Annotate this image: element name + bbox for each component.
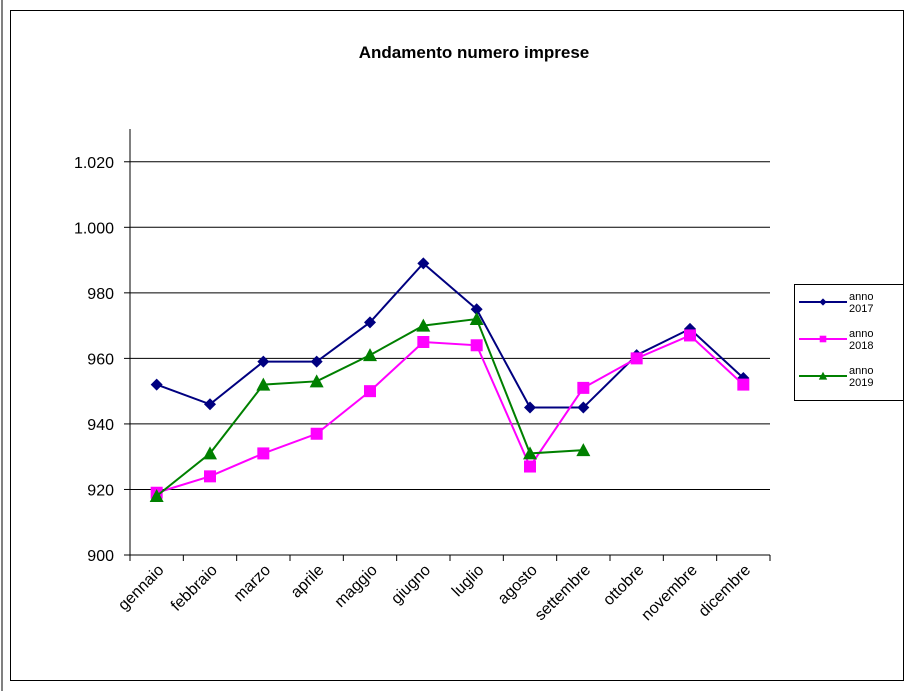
marker bbox=[577, 401, 590, 414]
legend-item: anno 2018 bbox=[795, 328, 903, 362]
marker bbox=[364, 385, 376, 398]
x-tick-label: aprile bbox=[288, 562, 328, 602]
y-tick-label: 960 bbox=[87, 351, 114, 368]
marker bbox=[417, 336, 430, 348]
x-tick-label: gennaio bbox=[115, 562, 167, 614]
legend-marker bbox=[819, 335, 827, 343]
marker bbox=[309, 374, 324, 388]
y-tick-label: 940 bbox=[87, 417, 114, 434]
y-tick-label: 900 bbox=[87, 548, 114, 565]
legend-label: anno 2018 bbox=[849, 328, 874, 352]
marker bbox=[204, 470, 216, 483]
y-tick-label: 1.020 bbox=[74, 155, 114, 172]
legend-marker bbox=[819, 298, 827, 306]
x-tick-label: novembre bbox=[638, 562, 700, 624]
y-tick-label: 1.000 bbox=[74, 220, 114, 237]
marker bbox=[470, 339, 483, 352]
marker bbox=[150, 378, 163, 391]
series-line bbox=[156, 317, 584, 497]
legend: anno 2017 anno 2018 anno 2019 bbox=[794, 284, 904, 401]
chart-title: Andamento numero imprese bbox=[359, 43, 590, 62]
y-tick-label: 920 bbox=[87, 482, 114, 499]
x-tick-label: dicembre bbox=[696, 562, 755, 621]
marker bbox=[576, 443, 591, 457]
y-tick-label: 980 bbox=[87, 286, 114, 303]
legend-item: anno 2019 bbox=[795, 365, 903, 399]
marker bbox=[524, 401, 536, 414]
marker bbox=[257, 355, 270, 368]
legend-swatch bbox=[799, 335, 847, 343]
x-tick-label: settembre bbox=[532, 562, 594, 624]
marker bbox=[149, 489, 164, 503]
marker bbox=[204, 398, 216, 411]
marker bbox=[524, 460, 536, 473]
x-tick-label: maggio bbox=[332, 562, 381, 611]
series-line bbox=[156, 261, 745, 409]
marker bbox=[310, 427, 323, 440]
marker bbox=[256, 377, 271, 391]
marker bbox=[470, 303, 483, 316]
marker bbox=[577, 381, 590, 394]
x-tick-label: febbraio bbox=[168, 562, 221, 615]
x-tick-label: ottobre bbox=[600, 562, 647, 609]
marker bbox=[416, 318, 431, 332]
marker bbox=[364, 316, 376, 329]
series-line bbox=[156, 334, 745, 494]
legend-item: anno 2017 bbox=[795, 291, 903, 325]
marker bbox=[684, 329, 696, 342]
legend-marker bbox=[818, 371, 828, 380]
legend-label: anno 2017 bbox=[849, 291, 874, 315]
marker bbox=[417, 257, 430, 270]
legend-swatch bbox=[799, 371, 847, 380]
marker bbox=[630, 352, 643, 365]
marker bbox=[257, 447, 270, 460]
marker bbox=[469, 312, 484, 326]
x-tick-label: giugno bbox=[388, 562, 434, 608]
x-tick-label: agosto bbox=[495, 562, 541, 608]
legend-swatch bbox=[799, 298, 847, 306]
marker bbox=[363, 348, 377, 362]
marker bbox=[310, 355, 323, 368]
marker bbox=[737, 378, 750, 391]
legend-label: anno 2019 bbox=[849, 365, 874, 389]
x-tick-label: marzo bbox=[231, 562, 275, 606]
marker bbox=[523, 446, 537, 460]
x-tick-label: luglio bbox=[449, 562, 488, 601]
marker bbox=[203, 446, 217, 460]
